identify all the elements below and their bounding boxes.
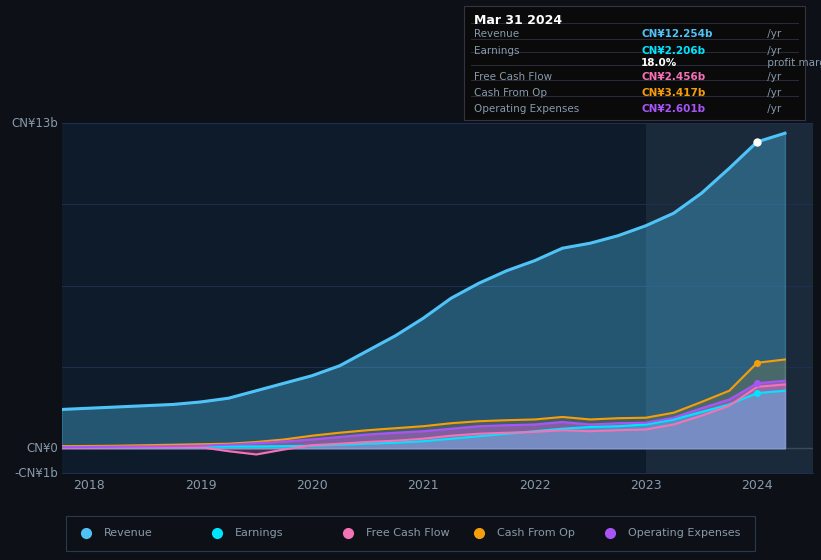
Text: Cash From Op: Cash From Op <box>497 529 575 538</box>
Text: /yr: /yr <box>764 72 781 82</box>
Text: /yr: /yr <box>764 46 781 56</box>
Text: /yr: /yr <box>764 29 781 39</box>
Text: CN¥2.601b: CN¥2.601b <box>641 104 705 114</box>
Text: Free Cash Flow: Free Cash Flow <box>474 72 553 82</box>
Text: /yr: /yr <box>764 104 781 114</box>
Text: Revenue: Revenue <box>474 29 519 39</box>
Text: CN¥12.254b: CN¥12.254b <box>641 29 713 39</box>
Text: Free Cash Flow: Free Cash Flow <box>365 529 449 538</box>
FancyBboxPatch shape <box>66 516 755 551</box>
Text: CN¥2.206b: CN¥2.206b <box>641 46 705 56</box>
Text: Operating Expenses: Operating Expenses <box>474 104 580 114</box>
Text: 18.0%: 18.0% <box>641 58 677 68</box>
Text: Cash From Op: Cash From Op <box>474 88 547 98</box>
Text: CN¥2.456b: CN¥2.456b <box>641 72 705 82</box>
Text: CN¥0: CN¥0 <box>26 442 57 455</box>
Text: CN¥13b: CN¥13b <box>11 116 57 130</box>
Text: -CN¥1b: -CN¥1b <box>14 466 57 480</box>
FancyBboxPatch shape <box>464 6 805 120</box>
Text: Revenue: Revenue <box>103 529 153 538</box>
Text: Mar 31 2024: Mar 31 2024 <box>474 13 562 27</box>
Text: Earnings: Earnings <box>474 46 520 56</box>
Bar <box>646 123 813 473</box>
Text: profit margin: profit margin <box>764 58 821 68</box>
Text: Operating Expenses: Operating Expenses <box>628 529 740 538</box>
Text: Earnings: Earnings <box>235 529 283 538</box>
Text: CN¥3.417b: CN¥3.417b <box>641 88 705 98</box>
Text: /yr: /yr <box>764 88 781 98</box>
